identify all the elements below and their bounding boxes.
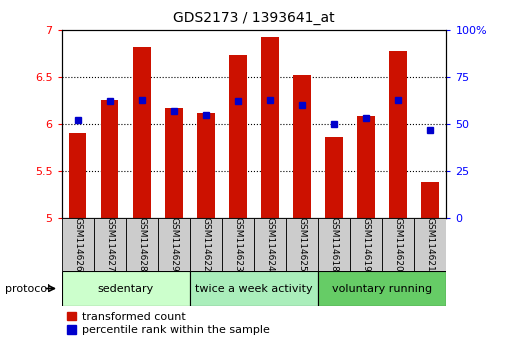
Legend: transformed count, percentile rank within the sample: transformed count, percentile rank withi… bbox=[67, 312, 269, 335]
Bar bbox=[222, 218, 254, 271]
Bar bbox=[422, 182, 439, 218]
Bar bbox=[325, 137, 343, 218]
Text: twice a week activity: twice a week activity bbox=[195, 284, 313, 293]
Bar bbox=[261, 37, 279, 218]
Bar bbox=[93, 218, 126, 271]
Bar bbox=[101, 101, 119, 218]
Bar bbox=[69, 133, 86, 218]
Text: GSM114618: GSM114618 bbox=[329, 217, 339, 272]
Text: GDS2173 / 1393641_at: GDS2173 / 1393641_at bbox=[173, 11, 335, 25]
Text: GSM114624: GSM114624 bbox=[265, 217, 274, 272]
Bar bbox=[126, 218, 158, 271]
Bar bbox=[382, 218, 415, 271]
Text: GSM114619: GSM114619 bbox=[362, 217, 371, 272]
Bar bbox=[318, 271, 446, 306]
Bar bbox=[62, 218, 93, 271]
Bar bbox=[358, 116, 375, 218]
Text: sedentary: sedentary bbox=[97, 284, 154, 293]
Bar bbox=[286, 218, 318, 271]
Text: GSM114628: GSM114628 bbox=[137, 217, 146, 272]
Bar bbox=[254, 218, 286, 271]
Text: GSM114621: GSM114621 bbox=[426, 217, 435, 272]
Text: GSM114626: GSM114626 bbox=[73, 217, 82, 272]
Bar bbox=[197, 113, 214, 218]
Text: GSM114627: GSM114627 bbox=[105, 217, 114, 272]
Bar bbox=[133, 47, 150, 218]
Bar bbox=[165, 108, 183, 218]
Text: GSM114629: GSM114629 bbox=[169, 217, 179, 272]
Text: voluntary running: voluntary running bbox=[332, 284, 432, 293]
Text: GSM114622: GSM114622 bbox=[201, 217, 210, 272]
Text: protocol: protocol bbox=[5, 284, 50, 293]
Bar bbox=[190, 218, 222, 271]
Bar bbox=[415, 218, 446, 271]
Bar bbox=[350, 218, 382, 271]
Bar bbox=[158, 218, 190, 271]
Bar bbox=[389, 51, 407, 218]
Bar bbox=[229, 56, 247, 218]
Bar bbox=[318, 218, 350, 271]
Text: GSM114625: GSM114625 bbox=[298, 217, 307, 272]
Text: GSM114623: GSM114623 bbox=[233, 217, 243, 272]
Text: GSM114620: GSM114620 bbox=[393, 217, 403, 272]
Bar bbox=[293, 75, 311, 218]
Bar bbox=[62, 271, 190, 306]
Bar bbox=[190, 271, 318, 306]
